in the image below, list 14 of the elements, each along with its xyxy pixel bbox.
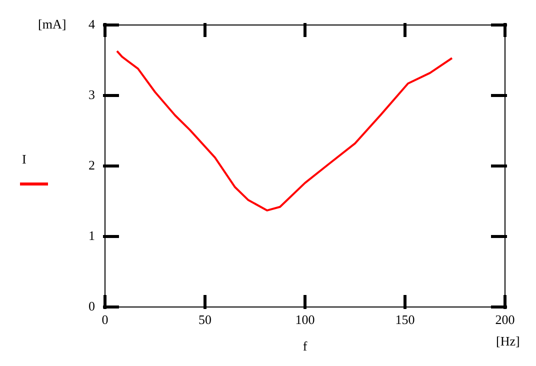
text: [mA] (38, 16, 66, 32)
y-tick-label: 4 (88, 16, 96, 32)
x-axis-title: f (302, 338, 308, 354)
x-tick-label: 200 (495, 312, 515, 328)
x-tick-label: 50 (198, 312, 212, 328)
y-tick-label: 1 (88, 228, 95, 243)
y-tick-label: 2 (88, 157, 95, 172)
x-tick-label: 150 (395, 312, 415, 328)
text: I (22, 151, 26, 166)
y-tick-label: 0 (88, 298, 95, 314)
x-tick-label: 100 (295, 312, 315, 328)
text: [Hz] (496, 333, 520, 348)
y-tick-label: 3 (88, 86, 95, 102)
x-tick-label: 0 (102, 312, 108, 328)
